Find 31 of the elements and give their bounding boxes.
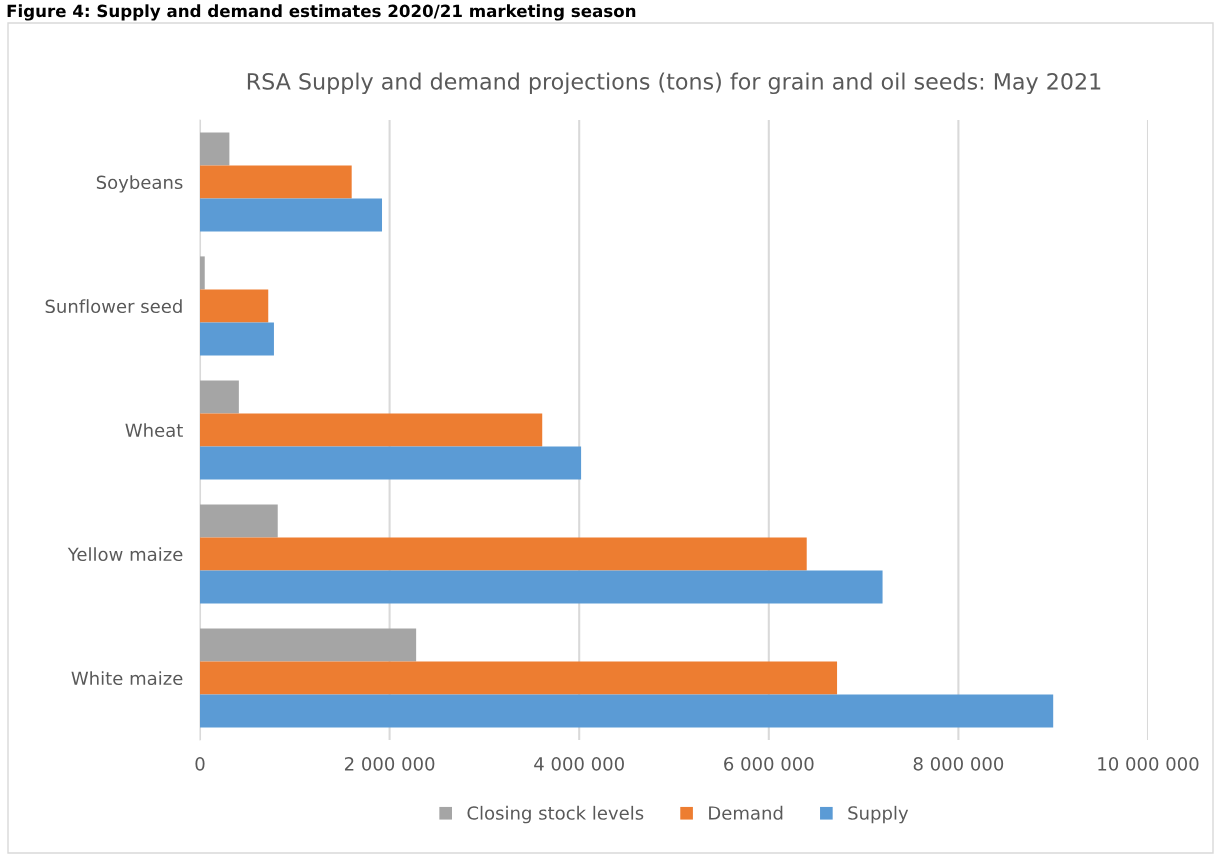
bar xyxy=(200,628,417,662)
bar xyxy=(200,256,205,290)
legend-label: Closing stock levels xyxy=(467,805,644,824)
bar xyxy=(200,504,278,538)
bar xyxy=(200,570,883,604)
caption: Figure 4: Supply and demand estimates 2020/21 marketing season xyxy=(7,4,636,21)
y-tick-label: Sunflower seed xyxy=(45,299,182,314)
y-tick-label: Soybeans xyxy=(96,175,183,193)
x-tick-label: 8 000 000 xyxy=(913,756,1004,771)
y-tick-label: Wheat xyxy=(125,423,183,438)
x-tick-label: 4 000 000 xyxy=(534,756,624,771)
bar xyxy=(200,289,269,323)
chart-title: RSA Supply and demand projections (tons) for grain and oil seeds: May 2021 xyxy=(247,72,1101,95)
legend-label: Demand xyxy=(709,805,783,820)
bar xyxy=(200,198,383,232)
y-tick-label: Yellow maize xyxy=(67,547,183,562)
bar xyxy=(200,132,230,166)
x-tick-label: 10 000 000 xyxy=(1098,756,1199,771)
x-tick-label: 6 000 000 xyxy=(724,756,814,771)
bar xyxy=(200,165,352,199)
bar xyxy=(200,322,274,356)
x-tick-label: 2 000 000 xyxy=(344,756,435,771)
x-tick-label: 0 xyxy=(195,756,205,771)
bar xyxy=(200,446,582,480)
bar xyxy=(200,537,807,571)
bar xyxy=(200,694,1054,728)
bar xyxy=(200,380,239,414)
bar xyxy=(200,413,543,447)
bar xyxy=(200,661,838,695)
legend-label: Supply xyxy=(848,805,909,824)
y-tick-label: White maize xyxy=(71,671,183,686)
